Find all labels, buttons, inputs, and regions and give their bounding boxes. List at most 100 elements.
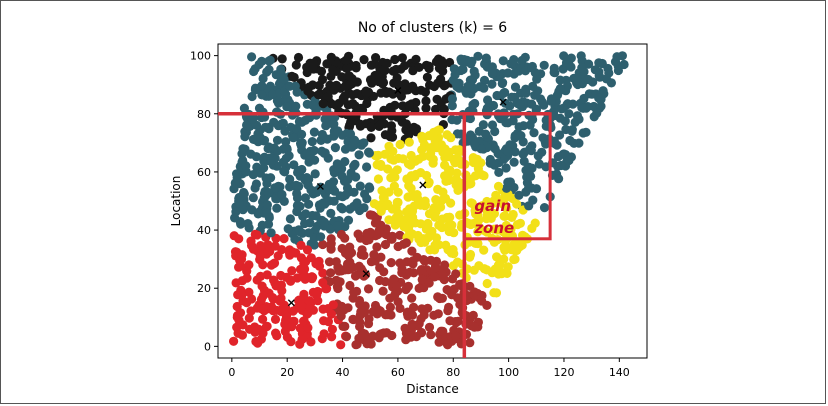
data-point <box>362 339 372 349</box>
data-point <box>564 109 574 119</box>
data-point <box>431 233 442 243</box>
data-point <box>451 78 461 88</box>
data-point <box>490 126 500 137</box>
data-point <box>292 188 302 199</box>
data-point <box>514 190 524 200</box>
data-point <box>291 60 301 70</box>
data-point <box>578 128 588 138</box>
data-point <box>272 135 283 145</box>
data-point <box>366 60 376 70</box>
data-point <box>236 219 246 229</box>
data-point <box>510 147 520 157</box>
x-tick-label: 0 <box>228 366 235 379</box>
data-point <box>450 70 460 80</box>
data-point <box>386 173 396 183</box>
data-point <box>361 88 372 98</box>
data-point <box>515 218 526 228</box>
data-point <box>473 51 483 61</box>
data-point <box>555 84 565 94</box>
data-point <box>379 64 389 75</box>
data-point <box>257 220 267 230</box>
centroid-marker <box>499 98 507 106</box>
data-point <box>509 55 519 65</box>
y-tick-label: 100 <box>190 50 211 63</box>
data-point <box>417 145 427 155</box>
data-point <box>281 137 291 147</box>
data-point <box>278 118 288 128</box>
data-point <box>331 80 341 90</box>
data-point <box>291 101 301 111</box>
data-point <box>434 337 444 347</box>
data-point <box>299 264 309 274</box>
data-point <box>554 174 564 184</box>
data-point <box>269 259 279 269</box>
data-point <box>572 75 582 85</box>
data-point <box>317 129 327 140</box>
data-point <box>359 203 369 213</box>
data-point <box>343 251 354 261</box>
data-point <box>326 234 336 244</box>
data-point <box>343 175 353 185</box>
data-point <box>518 121 529 131</box>
data-point <box>397 53 407 63</box>
x-tick-label: 40 <box>336 366 350 379</box>
data-point <box>297 301 307 311</box>
data-point <box>430 240 440 250</box>
data-point <box>553 152 563 162</box>
data-point <box>432 94 442 104</box>
data-point <box>385 302 395 312</box>
data-point <box>256 241 266 251</box>
data-point <box>566 62 576 72</box>
data-point <box>258 73 268 84</box>
data-point <box>267 302 277 312</box>
data-point <box>503 177 513 187</box>
data-point <box>269 143 279 153</box>
data-point <box>242 298 252 308</box>
data-point <box>248 170 258 180</box>
data-point <box>300 274 310 284</box>
data-point <box>537 97 547 107</box>
data-point <box>302 245 313 255</box>
data-point <box>335 191 345 201</box>
data-point <box>247 52 257 62</box>
data-point <box>272 203 282 213</box>
data-point <box>446 248 456 258</box>
data-point <box>287 322 297 332</box>
data-point <box>282 102 292 112</box>
data-point <box>473 216 484 226</box>
plot-border <box>217 43 648 359</box>
data-point <box>440 160 450 170</box>
data-point <box>468 100 478 110</box>
data-point <box>423 218 433 229</box>
data-point <box>365 210 375 220</box>
data-point <box>499 211 509 221</box>
data-point <box>258 304 268 314</box>
data-point <box>248 113 258 123</box>
data-point <box>433 78 443 88</box>
gain-zone-box <box>462 112 552 241</box>
data-point <box>452 115 462 125</box>
data-point <box>376 206 386 216</box>
data-point <box>348 98 358 109</box>
data-point <box>264 56 274 66</box>
data-point <box>309 240 319 250</box>
data-point <box>244 313 254 323</box>
data-point <box>316 232 326 242</box>
data-point <box>250 327 260 337</box>
data-point <box>280 326 290 336</box>
data-point <box>343 303 353 313</box>
data-point <box>576 51 586 61</box>
data-point <box>314 80 324 91</box>
data-point <box>494 167 504 177</box>
data-point <box>364 314 374 324</box>
data-point <box>594 58 604 68</box>
data-point <box>280 167 290 177</box>
x-tick-label: 120 <box>553 366 574 379</box>
data-point <box>242 273 252 283</box>
data-point <box>408 81 418 91</box>
data-point <box>255 132 265 142</box>
data-point <box>447 101 457 111</box>
data-point <box>441 240 451 250</box>
data-point <box>260 122 270 132</box>
data-point <box>249 66 259 77</box>
